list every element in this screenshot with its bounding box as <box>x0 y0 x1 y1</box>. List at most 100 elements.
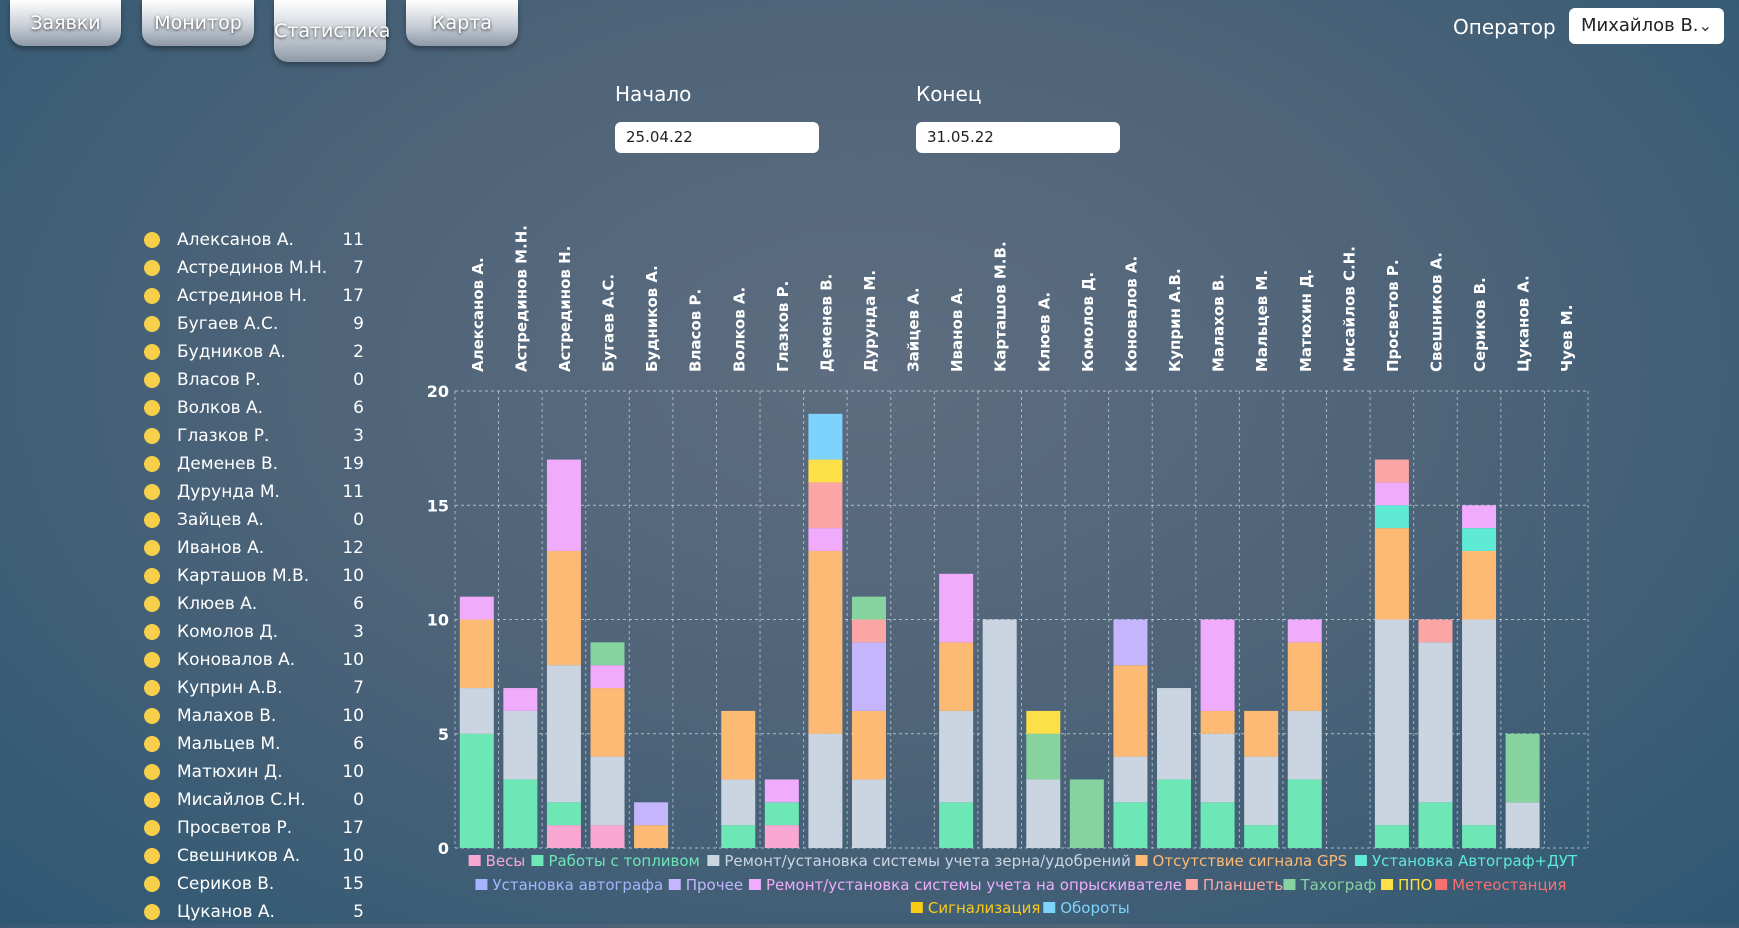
legend-swatch <box>707 855 720 866</box>
operator-name: Бугаев А.С. <box>177 314 279 334</box>
tab-monitor[interactable]: Монитор <box>142 0 254 46</box>
bar-segment <box>1374 619 1409 826</box>
bar-segment <box>1374 459 1409 483</box>
yellow-dot-icon <box>144 316 160 332</box>
operator-list-item: Клюев А. 6 <box>144 592 364 620</box>
bar-segment <box>808 733 843 848</box>
operator-count: 17 <box>342 818 364 838</box>
operator-list-item: Мисайлов С.Н. 0 <box>144 788 364 816</box>
bar-segment <box>1244 710 1279 757</box>
bar-segment <box>590 665 625 689</box>
bar-segment <box>546 802 581 826</box>
legend-swatch <box>468 855 481 866</box>
operator-list-item: Карташов М.В. 10 <box>144 564 364 592</box>
bar-segment <box>503 688 538 711</box>
y-tick-label: 20 <box>427 382 449 401</box>
bar-segment <box>1374 528 1409 620</box>
legend-label: Ремонт/установка системы учета зерна/удо… <box>724 852 1131 870</box>
tab-map[interactable]: Карта <box>406 0 518 46</box>
legend-swatch <box>910 902 923 913</box>
operator-list-item: Матюхин Д. 10 <box>144 760 364 788</box>
yellow-dot-icon <box>144 876 160 892</box>
bar-segment <box>1026 733 1061 780</box>
operator-count: 6 <box>353 398 364 418</box>
tab-requests[interactable]: Заявки <box>10 0 121 46</box>
yellow-dot-icon <box>144 372 160 388</box>
x-category-label: Зайцев А. <box>905 287 923 372</box>
operator-list-item: Комолов Д. 3 <box>144 620 364 648</box>
yellow-dot-icon <box>144 624 160 640</box>
operator-select[interactable]: Михайлов В. ⌄ <box>1569 8 1724 44</box>
y-tick-label: 5 <box>438 725 449 744</box>
bar-segment <box>1026 779 1061 848</box>
bar-segment <box>721 710 756 780</box>
bar-segment <box>808 482 843 529</box>
legend-label: Тахограф <box>1299 876 1376 894</box>
operator-count: 5 <box>353 902 364 922</box>
x-category-label: Алексанов А. <box>469 257 487 372</box>
bar-segment <box>459 688 494 734</box>
bar-segment <box>851 710 886 780</box>
x-category-label: Чуев М. <box>1558 305 1576 372</box>
bar-segment <box>1113 756 1148 803</box>
bar-segment <box>808 413 843 460</box>
operator-name: Астрединов М.Н. <box>177 258 328 278</box>
operator-count: 9 <box>353 314 364 334</box>
legend-swatch <box>1283 879 1296 890</box>
operator-count: 10 <box>342 566 364 586</box>
operator-list-item: Астрединов Н. 17 <box>144 284 364 312</box>
x-category-label: Просветов Р. <box>1384 259 1402 372</box>
bar-segment <box>1244 825 1279 848</box>
operator-name: Клюев А. <box>177 594 258 614</box>
yellow-dot-icon <box>144 596 160 612</box>
bar-segment <box>939 642 974 711</box>
legend-label: Установка Автограф+ДУТ <box>1372 852 1578 870</box>
yellow-dot-icon <box>144 540 160 556</box>
operator-list-item: Коновалов А. 10 <box>144 648 364 676</box>
bar-segment <box>590 756 625 826</box>
bar-segment <box>1462 619 1497 826</box>
bar-segment <box>1462 505 1497 529</box>
operator-list-item: Зайцев А. 0 <box>144 508 364 536</box>
bar-segment <box>459 619 494 689</box>
bar-segment <box>851 596 886 620</box>
tab-statistics[interactable]: Статистика <box>274 0 390 62</box>
bar-segment <box>1287 779 1322 848</box>
start-date-input[interactable]: 25.04.22 <box>615 122 819 153</box>
bar-segment <box>1200 733 1235 803</box>
legend-swatch <box>668 879 681 890</box>
bar-segment <box>1462 550 1497 620</box>
x-category-label: Глазков Р. <box>774 281 792 372</box>
operator-list-item: Малахов В. 10 <box>144 704 364 732</box>
operator-list-item: Алексанов А. 11 <box>144 228 364 256</box>
operator-name: Просветов Р. <box>177 818 293 838</box>
chevron-down-icon: ⌄ <box>1698 16 1712 35</box>
bar-segment <box>1374 825 1409 848</box>
operator-name: Мисайлов С.Н. <box>177 790 306 810</box>
legend-label: Отсутствие сигнала GPS <box>1153 852 1348 870</box>
yellow-dot-icon <box>144 232 160 248</box>
bar-segment <box>764 825 799 848</box>
legend-swatch <box>1135 855 1148 866</box>
operator-count: 6 <box>353 594 364 614</box>
operator-list-item: Свешников А. 10 <box>144 844 364 872</box>
bar-segment <box>1200 619 1235 711</box>
bar-segment <box>546 825 581 848</box>
operator-list-item: Бугаев А.С. 9 <box>144 312 364 340</box>
operator-list-item: Сериков В. 15 <box>144 872 364 900</box>
bar-segment <box>721 779 756 826</box>
bar-segment <box>1505 733 1540 803</box>
operator-list-item: Мальцев М. 6 <box>144 732 364 760</box>
operator-name: Мальцев М. <box>177 734 281 754</box>
operator-name: Матюхин Д. <box>177 762 283 782</box>
legend-label: Установка автографа <box>492 876 663 894</box>
operator-count: 10 <box>342 762 364 782</box>
yellow-dot-icon <box>144 652 160 668</box>
x-category-label: Астрединов М.Н. <box>512 225 530 372</box>
operators-summary-list: Алексанов А. 11 Астрединов М.Н. 7 Астрединов… <box>144 228 364 928</box>
end-date-input[interactable]: 31.05.22 <box>916 122 1120 153</box>
operator-list-item: Дурунда М. 11 <box>144 480 364 508</box>
bar-segment <box>851 642 886 711</box>
legend-label: ППО <box>1398 876 1432 894</box>
